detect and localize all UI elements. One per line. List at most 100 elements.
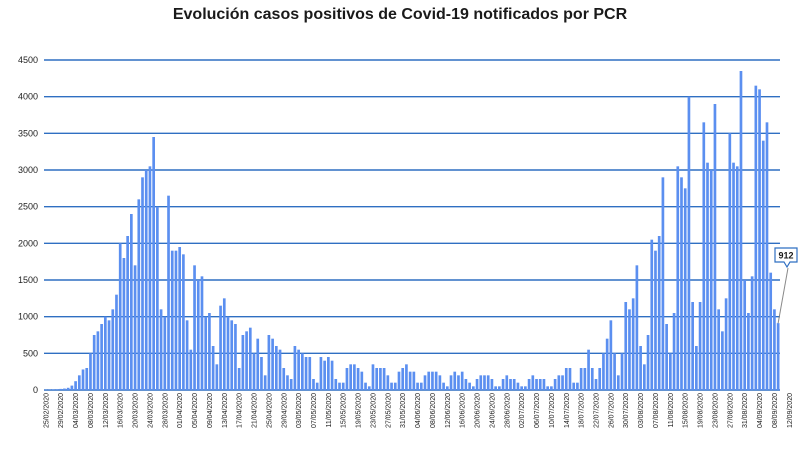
bar [382,368,386,390]
y-tick-label: 1000 [18,312,38,322]
bar [490,379,494,390]
x-tick-label: 20/03/2020 [133,393,140,428]
x-tick-label: 26/07/2020 [608,393,615,428]
bar [81,369,85,390]
x-tick-label: 08/06/2020 [430,393,437,428]
x-tick-label: 10/07/2020 [549,393,556,428]
bar [274,346,278,390]
bar [524,386,527,390]
x-tick-label: 23/05/2020 [370,393,377,428]
bar [445,386,449,390]
bar [550,386,553,390]
bar [196,280,200,390]
bar [687,96,691,391]
bar [271,338,274,390]
bar [546,386,550,390]
bar [319,357,323,390]
x-tick-label: 11/08/2020 [668,393,675,428]
x-tick-label: 08/03/2020 [88,393,95,428]
bar [602,353,605,390]
bar [308,357,312,390]
bar [185,320,189,390]
bar [583,368,587,390]
bar [709,170,713,390]
x-tick-label: 04/03/2020 [73,393,80,428]
x-tick-label: 02/07/2020 [519,393,526,428]
bar [156,206,159,390]
bar [505,375,509,390]
bar [520,386,523,390]
bar [200,276,204,390]
bar [776,323,780,390]
bar [542,379,546,390]
bar [304,357,308,390]
x-tick-label: 18/07/2020 [579,393,586,428]
bar [118,243,122,390]
bar [579,368,583,390]
bar [293,346,297,390]
y-tick-label: 3000 [18,165,38,175]
x-tick-label: 15/05/2020 [341,393,348,428]
bar [568,368,572,390]
x-tick-label: 22/07/2020 [594,393,601,428]
bar [204,316,208,390]
x-tick-label: 29/02/2020 [58,393,65,428]
bar [698,302,702,390]
bar [297,349,300,390]
x-tick-label: 04/09/2020 [757,393,764,428]
bar [750,276,754,390]
bar [248,327,252,390]
bar [133,265,137,390]
x-tick-label: 12/03/2020 [103,393,110,428]
bar [702,122,706,390]
bar [215,364,219,390]
bar [773,309,776,390]
x-tick-label: 19/08/2020 [698,393,705,428]
bar [587,349,590,390]
bar [494,386,497,390]
x-tick-label: 28/03/2020 [162,393,169,428]
bar [89,353,92,390]
y-tick-label: 1500 [18,275,38,285]
x-tick-label: 24/06/2020 [489,393,496,428]
bar [453,371,457,390]
bar [724,298,728,390]
bar [620,353,624,390]
bar [334,379,338,390]
bar [234,324,237,390]
bar [616,375,620,390]
bar [769,272,773,390]
bar [70,385,74,390]
bar [416,382,419,390]
bar [642,364,646,390]
callout-leader [777,267,789,324]
bar [449,375,453,390]
bar [144,170,148,390]
x-tick-label: 03/05/2020 [296,393,303,428]
bar [408,371,412,390]
x-tick-label: 28/06/2020 [504,393,511,428]
bar [457,375,460,390]
bar [654,250,657,390]
bar [442,382,445,390]
y-axis: 0 500 1000 1500 2000 2500 3000 3500 4000 4500 [18,55,38,395]
bar [460,371,464,390]
bar [103,316,107,390]
bar [111,309,115,390]
bar [148,166,152,390]
bar [51,389,55,390]
bar [747,313,750,390]
bar [564,368,568,390]
bar [665,324,668,390]
y-tick-label: 4000 [18,92,38,102]
bar [360,371,364,390]
bar [594,379,598,390]
x-tick-label: 15/08/2020 [683,393,690,428]
y-tick-label: 3500 [18,128,38,138]
bar [397,371,401,390]
bar [434,371,438,390]
y-tick-label: 2000 [18,238,38,248]
x-tick-label: 31/05/2020 [400,393,407,428]
bar [349,364,353,390]
